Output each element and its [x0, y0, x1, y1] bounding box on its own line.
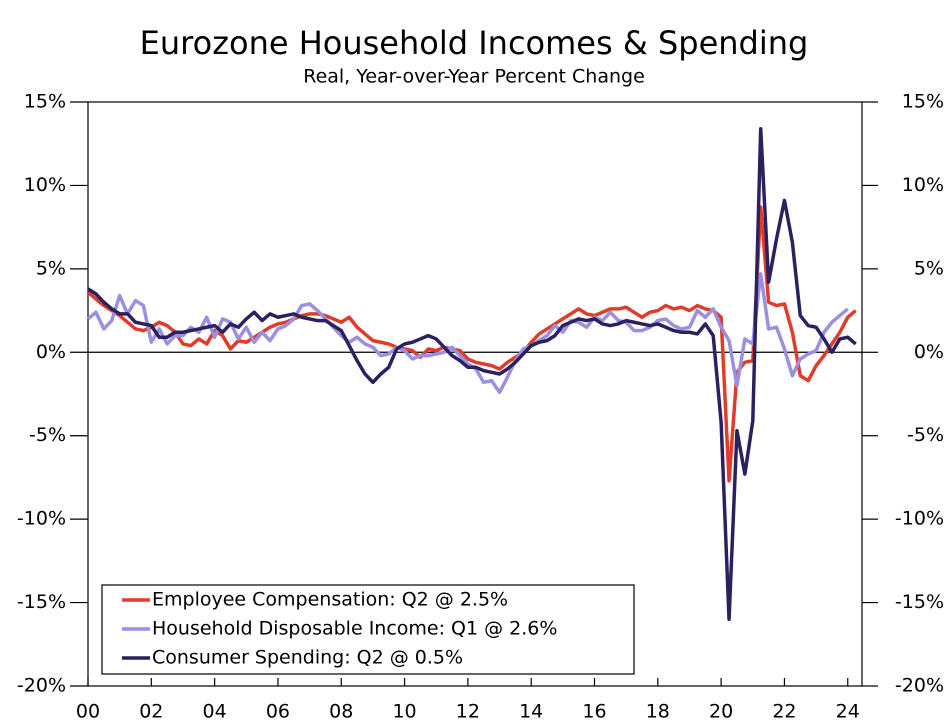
x-tick-label: 22: [772, 701, 796, 723]
legend-label: Consumer Spending: Q2 @ 0.5%: [152, 647, 463, 669]
plot-frame: [87, 101, 863, 687]
x-tick-label: 10: [392, 701, 416, 723]
y-tick-label: 15%: [24, 91, 66, 113]
y-tick-label: -20%: [17, 675, 66, 697]
y2-tick-label: 0%: [914, 341, 944, 363]
legend-label: Employee Compensation: Q2 @ 2.5%: [152, 589, 508, 611]
y-tick-label: 0%: [36, 341, 66, 363]
y2-tick-label: -15%: [895, 591, 944, 613]
x-tick-label: 16: [582, 701, 606, 723]
series-line: [87, 126, 857, 622]
chart-title: Eurozone Household Incomes & Spending: [140, 24, 809, 62]
y-tick-label: -5%: [29, 424, 66, 446]
series-line: [86, 272, 849, 395]
chart-subtitle: Real, Year-over-Year Percent Change: [303, 66, 645, 88]
legend-label: Household Disposable Income: Q1 @ 2.6%: [152, 618, 557, 640]
y2-tick-label: 5%: [914, 257, 944, 279]
x-tick-label: 20: [709, 701, 733, 723]
y2-tick-label: -5%: [907, 424, 944, 446]
x-tick-label: 08: [329, 701, 353, 723]
x-tick-label: 00: [76, 701, 100, 723]
x-tick-label: 14: [519, 701, 543, 723]
x-tick-label: 04: [203, 701, 227, 723]
y2-tick-label: -20%: [895, 675, 944, 697]
y-tick-label: -15%: [17, 591, 66, 613]
x-tick-label: 18: [646, 701, 670, 723]
y-tick-label: 10%: [24, 174, 66, 196]
y2-tick-label: -10%: [895, 508, 944, 530]
x-tick-label: 06: [266, 701, 290, 723]
y-tick-label: 5%: [36, 257, 66, 279]
x-tick-label: 02: [139, 701, 163, 723]
y2-tick-label: 10%: [902, 174, 944, 196]
legend-box: [101, 584, 635, 675]
y2-tick-label: 15%: [902, 91, 944, 113]
y-tick-label: -10%: [17, 508, 66, 530]
x-tick-label: 24: [836, 701, 860, 723]
x-tick-label: 12: [456, 701, 480, 723]
